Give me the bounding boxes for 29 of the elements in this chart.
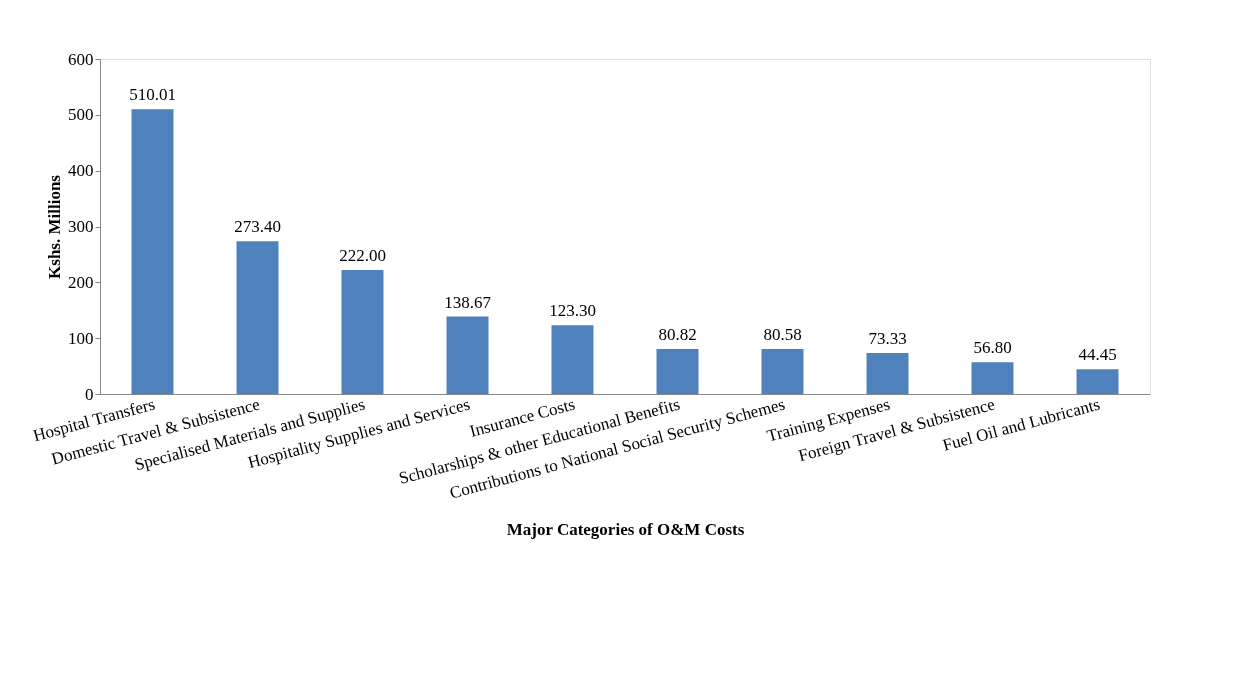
data-label: 80.58 [763,325,802,345]
data-label: 138.67 [444,292,492,312]
bar [761,349,804,394]
data-label: 73.33 [868,329,907,349]
y-tick-label: 300 [68,217,94,236]
bar [131,109,174,394]
bar [551,325,594,394]
bar [866,353,909,394]
y-tick-label: 400 [68,161,94,181]
bar [656,348,699,394]
data-label: 56.80 [973,338,1012,358]
y-tick-label: 500 [68,105,94,125]
bar [1076,369,1119,394]
data-label: 510.01 [129,85,176,105]
bar [446,316,489,394]
data-label: 80.82 [658,324,697,344]
data-label: 222.00 [339,246,386,266]
y-tick-label: 600 [68,49,94,69]
y-tick-label: 100 [68,328,94,348]
y-tick-label: 0 [85,384,94,404]
y-axis-title: Kshs. Millions [45,174,64,279]
bar [236,241,279,394]
y-tick-label: 200 [68,272,94,292]
bar [341,270,384,394]
bar [971,362,1014,394]
data-label: 123.30 [549,301,596,321]
x-axis-title: Major Categories of O&M Costs [506,519,745,539]
data-label: 44.45 [1078,345,1117,365]
data-label: 273.40 [234,217,281,237]
